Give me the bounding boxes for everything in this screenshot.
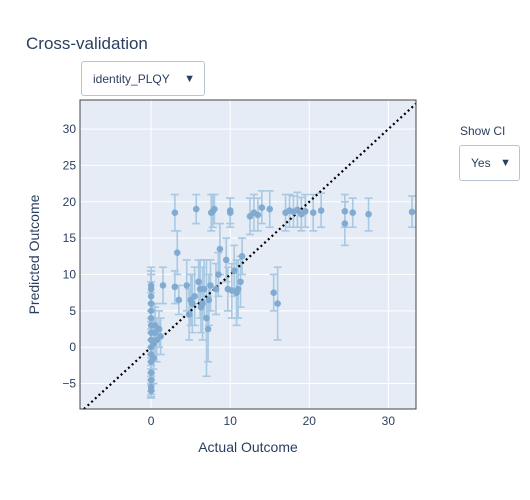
- data-point: [147, 383, 155, 391]
- data-point: [211, 205, 218, 213]
- data-point: [203, 314, 210, 322]
- show-ci-value: Yes: [471, 156, 491, 170]
- data-point: [341, 220, 349, 227]
- plot-frame: [79, 99, 417, 410]
- chevron-down-icon: ▼: [500, 157, 511, 169]
- data-point: [192, 205, 200, 213]
- data-point: [200, 285, 208, 293]
- model-select-value: identity_PLQY: [93, 71, 170, 86]
- data-point: [204, 325, 212, 333]
- x-tick-label: 30: [382, 414, 396, 428]
- x-tick-label: 0: [148, 414, 155, 428]
- data-point: [205, 296, 213, 304]
- data-point: [147, 314, 155, 322]
- data-point: [294, 206, 301, 214]
- data-point: [254, 211, 262, 219]
- y-axis-title: Predicted Outcome: [26, 194, 42, 314]
- data-point: [234, 285, 242, 293]
- data-point: [195, 278, 202, 286]
- data-point: [175, 296, 183, 304]
- page-title: Cross-validation: [26, 34, 148, 53]
- data-point: [226, 209, 234, 216]
- data-point: [238, 253, 246, 260]
- y-tick-label: 30: [63, 122, 77, 136]
- y-tick-label: 15: [63, 231, 77, 245]
- data-point: [191, 293, 198, 300]
- data-point: [199, 300, 206, 307]
- x-tick-label: 20: [303, 414, 317, 428]
- x-tick-label: 10: [224, 414, 238, 428]
- data-point: [150, 354, 157, 362]
- data-point: [212, 285, 220, 293]
- data-point: [274, 300, 281, 307]
- y-tick-label: 20: [63, 195, 77, 209]
- data-point: [157, 332, 164, 340]
- plot-background: [80, 100, 416, 409]
- data-point: [216, 245, 224, 253]
- data-point: [147, 376, 155, 384]
- data-point: [237, 278, 244, 286]
- data-point: [215, 271, 222, 278]
- data-point: [230, 267, 238, 275]
- data-point: [270, 289, 277, 296]
- y-tick-label: 5: [69, 304, 76, 318]
- model-select-dropdown[interactable]: identity_PLQY ▼: [81, 61, 205, 96]
- data-point: [183, 282, 191, 289]
- data-point: [317, 207, 325, 214]
- data-point: [147, 307, 155, 315]
- data-point: [258, 204, 266, 211]
- data-point: [188, 300, 196, 307]
- data-point: [349, 209, 357, 216]
- data-point: [159, 282, 167, 289]
- data-point: [341, 207, 349, 215]
- chevron-down-icon: ▼: [184, 72, 195, 85]
- data-point: [171, 283, 179, 291]
- grid-lines: [80, 100, 416, 409]
- data-point: [365, 210, 372, 218]
- x-axis-title: Actual Outcome: [198, 439, 298, 455]
- y-tick-label: 25: [63, 158, 77, 172]
- data-point: [147, 300, 155, 307]
- data-points: [147, 204, 416, 395]
- data-point: [147, 369, 155, 376]
- data-point: [147, 282, 155, 289]
- y-tick-label: 0: [69, 340, 76, 354]
- data-point: [173, 249, 181, 256]
- show-ci-label: Show CI: [460, 124, 506, 138]
- y-tick-label: −5: [62, 377, 76, 391]
- data-point: [302, 207, 309, 215]
- data-point: [207, 282, 214, 289]
- show-ci-dropdown[interactable]: Yes ▼: [459, 145, 520, 181]
- y-tick-label: 10: [63, 267, 77, 281]
- data-point: [408, 208, 416, 216]
- y-tick-labels: −5 0 5 10 15 20 25 30: [62, 122, 76, 390]
- data-point: [309, 209, 317, 216]
- x-tick-labels: 0 10 20 30: [148, 414, 396, 428]
- data-point: [185, 311, 193, 318]
- data-point: [155, 325, 163, 333]
- data-point: [266, 205, 274, 213]
- reference-diagonal-line: [83, 102, 417, 410]
- data-point: [222, 256, 230, 264]
- data-point: [147, 293, 155, 300]
- data-point: [171, 209, 179, 216]
